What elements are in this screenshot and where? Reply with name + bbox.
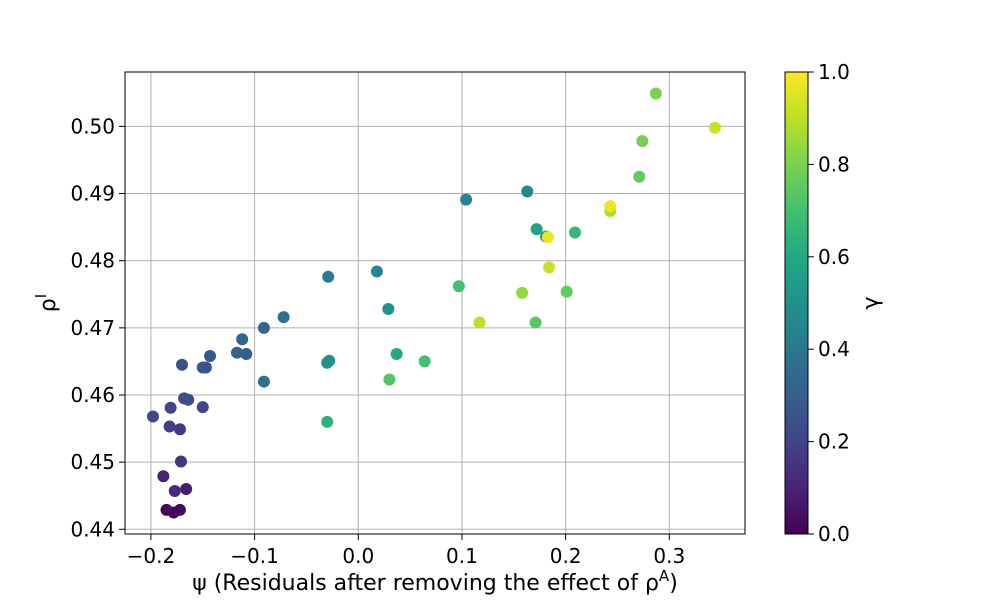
data-point [543,261,556,274]
data-point [322,270,335,283]
grid-lines [125,72,745,534]
x-tick-label: −0.1 [230,544,279,568]
data-point [560,285,573,298]
axis-titles: ψ (Residuals after removing the effect o… [32,294,884,596]
y-tick-label: 0.47 [70,316,115,340]
x-tick-label: 0.3 [653,544,685,568]
data-point [204,350,217,363]
colorbar-tick-label: 0.4 [818,337,850,361]
plot-frame [124,71,746,535]
colorbar-tick-label: 0.8 [818,152,850,176]
colorbar-ticks: 0.0 0.2 0.4 0.6 0.8 1.0 [808,60,850,546]
data-point [516,286,529,299]
data-point [649,87,662,100]
x-tick-label: 0.1 [446,544,478,568]
data-point [163,420,176,433]
data-point [530,223,543,236]
data-point [146,410,159,423]
data-point [383,373,396,386]
data-point [568,226,581,239]
x-tick-label: 0.2 [550,544,582,568]
colorbar-tick-label: 1.0 [818,60,850,84]
data-point [604,200,617,213]
data-point [418,355,431,368]
data-point [176,358,189,371]
data-point [182,393,195,406]
y-tick-label: 0.45 [70,450,115,474]
data-point [257,375,270,388]
data-point [633,170,646,183]
x-tick-label: −0.2 [127,544,176,568]
colorbar-tick-label: 0.2 [818,430,850,454]
y-tick-label: 0.49 [70,182,115,206]
y-tick-label: 0.44 [70,517,115,541]
data-point [173,423,186,436]
colorbar-tick-label: 0.6 [818,245,850,269]
data-point [196,401,209,414]
data-point [321,356,334,369]
data-point [382,303,395,316]
y-axis-title: ρI [32,294,61,312]
data-point [180,483,193,496]
data-point [157,470,170,483]
data-point [708,121,721,134]
y-axis-ticks: 0.44 0.45 0.46 0.47 0.48 0.49 0.50 [70,114,125,541]
y-tick-label: 0.46 [70,383,115,407]
data-point [164,401,177,414]
data-point [521,185,534,198]
data-point [196,361,209,374]
colorbar-title: γ [859,296,884,309]
data-point [542,231,555,244]
data-point [636,135,649,148]
data-point [230,346,243,359]
colorbar [784,71,809,535]
data-point [167,506,180,519]
data-points [146,87,721,519]
data-point [174,455,187,468]
data-point [370,265,383,278]
data-point [460,193,473,206]
x-axis-ticks: −0.2 −0.1 0.0 0.1 0.2 0.3 [127,534,685,568]
y-tick-label: 0.50 [70,114,115,138]
x-axis-title: ψ (Residuals after removing the effect o… [192,567,678,596]
x-tick-label: 0.0 [342,544,374,568]
colorbar-tick-label: 0.0 [818,522,850,546]
data-point [452,280,465,293]
data-point [257,321,270,334]
data-point [168,485,181,498]
data-point [240,348,253,361]
data-point [321,415,334,428]
data-point [277,311,290,324]
data-point [473,316,486,329]
data-point [236,333,249,346]
data-point [390,348,403,361]
y-tick-label: 0.48 [70,249,115,273]
data-point [529,316,542,329]
